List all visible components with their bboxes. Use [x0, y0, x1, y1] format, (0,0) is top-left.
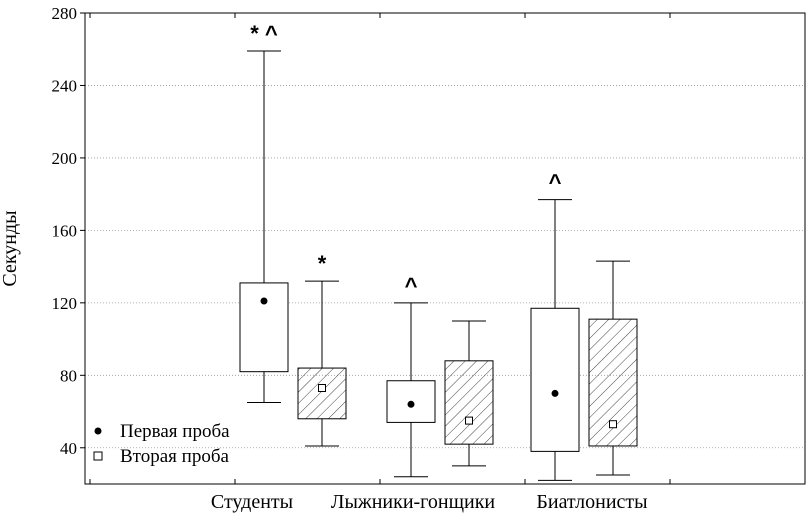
median-marker [465, 416, 473, 425]
y-tick-label: 120 [52, 294, 78, 313]
box-body [530, 307, 580, 452]
median-marker [260, 297, 268, 305]
legend: Первая проба Вторая проба [93, 421, 230, 467]
box-second-1: * [297, 251, 347, 447]
box-series: * ^ ^ ^ * [239, 21, 638, 481]
y-tick-label: 80 [60, 366, 77, 385]
box-first-2: ^ [386, 273, 436, 478]
box-first-1: * ^ [239, 21, 289, 403]
median-marker [407, 400, 415, 408]
significance-annotation: * [318, 251, 327, 276]
y-axis-title: Секунды [0, 210, 21, 286]
y-tick-label: 240 [52, 76, 78, 95]
box-body [444, 360, 494, 445]
legend-item: Вторая проба [93, 446, 229, 467]
box-body [297, 367, 347, 420]
legend-item: Первая проба [94, 421, 230, 442]
box-second-2 [444, 320, 494, 467]
significance-annotation: ^ [405, 273, 418, 298]
box-second-3 [588, 260, 638, 476]
y-tick-label: 40 [60, 439, 77, 458]
median-marker [609, 420, 617, 429]
legend-label: Вторая проба [120, 446, 229, 467]
significance-annotation: ^ [549, 170, 562, 195]
box-body [239, 282, 289, 373]
legend-marker-square [93, 451, 103, 461]
plot-frame [84, 12, 806, 485]
y-tick-label: 200 [52, 149, 78, 168]
legend-marker-circle [94, 427, 102, 435]
x-category-label: Биатлонисты [536, 491, 647, 513]
x-category-label: Студенты [211, 491, 293, 513]
grid-lines [85, 85, 805, 449]
median-marker [551, 389, 559, 397]
y-tick-label: 160 [52, 221, 78, 240]
x-category-label: Лыжники-гонщики [331, 491, 496, 513]
y-tick-label: 280 [52, 4, 78, 23]
significance-annotation: * ^ [250, 21, 278, 46]
median-marker [318, 383, 326, 392]
box-first-3: ^ [530, 170, 580, 481]
legend-label: Первая проба [120, 421, 230, 442]
axes: 40 80 120 160 200 240 280 Студенты Лыжники-гонщи… [52, 4, 671, 513]
